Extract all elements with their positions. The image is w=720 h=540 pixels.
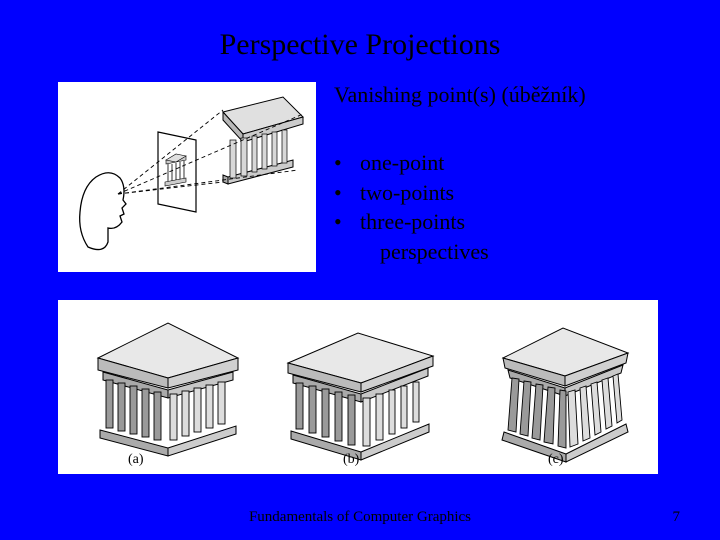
bullet-text: three-points <box>360 207 465 237</box>
bullet-text: one-point <box>360 148 444 178</box>
footer-text: Fundamentals of Computer Graphics <box>0 509 720 526</box>
panel-label-c: (c) <box>548 452 564 468</box>
panel-label-b: (b) <box>343 452 359 468</box>
page-number: 7 <box>673 509 681 526</box>
temple-b-icon <box>288 333 433 460</box>
bullet-text: two-points <box>360 178 454 208</box>
bullet-trailing: perspectives <box>334 237 489 267</box>
bullet-dot-icon: • <box>334 148 360 178</box>
subtitle-text: Vanishing point(s) (úběžník) <box>334 82 586 108</box>
panel-label-a: (a) <box>128 452 144 468</box>
list-item: • two-points <box>334 178 489 208</box>
observer-head-icon <box>80 173 126 250</box>
list-item: • three-points <box>334 207 489 237</box>
slide-title: Perspective Projections <box>0 28 720 62</box>
bottom-perspective-panels: (a) (b) (c) <box>58 300 658 474</box>
bullet-dot-icon: • <box>334 178 360 208</box>
bullet-list: • one-point • two-points • three-points … <box>334 148 489 267</box>
temple-c-icon <box>502 328 628 462</box>
top-perspective-diagram <box>58 82 316 272</box>
projection-plane-icon <box>158 132 196 212</box>
list-item: • one-point <box>334 148 489 178</box>
temple-a-icon <box>98 323 238 456</box>
large-temple-icon <box>223 97 303 184</box>
bullet-dot-icon: • <box>334 207 360 237</box>
